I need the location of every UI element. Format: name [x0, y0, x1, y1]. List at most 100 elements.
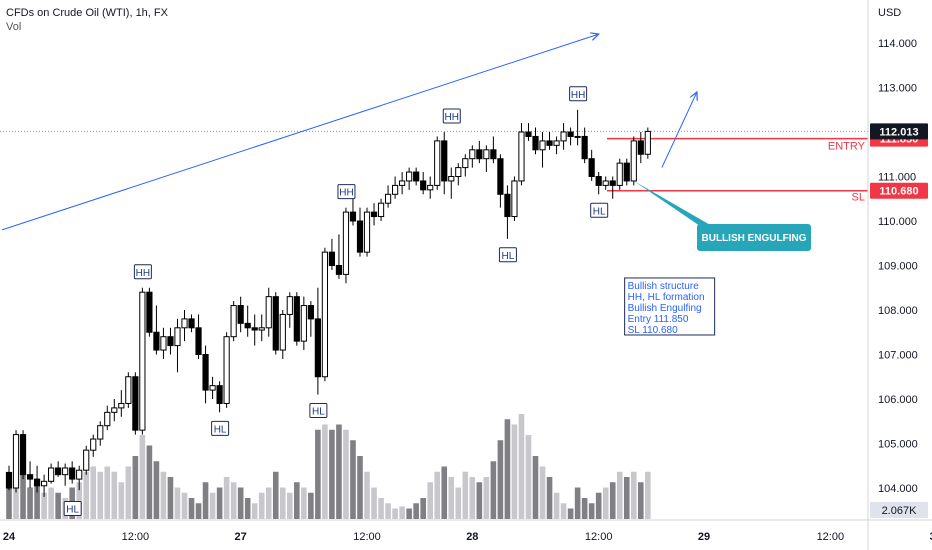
volume-bar	[546, 477, 553, 519]
y-tick-label: 108.000	[878, 305, 918, 317]
candle-body	[560, 131, 567, 142]
candle-body	[349, 211, 357, 222]
y-tick-label: 105.000	[878, 439, 918, 451]
candle-body	[321, 251, 328, 378]
candle-body	[41, 480, 48, 487]
candle-body	[146, 291, 153, 333]
volume-bar	[497, 440, 504, 519]
candle-body	[553, 140, 560, 146]
candle-body	[258, 327, 265, 331]
note-line: Entry 111.850	[628, 314, 689, 325]
candle-body	[441, 140, 448, 182]
candle-body	[370, 211, 378, 218]
y-tick-label: 106.000	[878, 394, 918, 406]
candle-body	[279, 313, 286, 351]
note-line: SL 110.680	[628, 325, 678, 336]
volume-bar	[455, 487, 462, 519]
volume-bar	[462, 471, 469, 519]
candle-body	[455, 167, 462, 178]
symbol-title: CFDs on Crude Oil (WTI), 1h, FX	[6, 7, 168, 19]
volume-bar	[83, 471, 90, 519]
volume-bar	[315, 429, 321, 519]
volume-bar	[48, 487, 54, 519]
volume-bar	[434, 471, 441, 519]
x-tick-label: 24	[3, 531, 16, 543]
last-price-tag	[870, 123, 928, 140]
candle-body	[469, 149, 476, 160]
candle-body	[104, 411, 111, 427]
candle-body	[462, 158, 469, 169]
candle-body	[195, 327, 202, 355]
volume-bar	[97, 471, 104, 519]
candle-body	[300, 305, 307, 342]
volume-bar	[483, 477, 490, 519]
volume-bar	[616, 471, 623, 519]
swing-label-box	[211, 420, 230, 436]
volume-bar	[406, 508, 412, 519]
candle-body	[532, 135, 539, 151]
candle-body	[539, 140, 546, 151]
projection-arrow	[661, 92, 697, 168]
candle-body	[434, 140, 441, 186]
candle-body	[609, 180, 616, 186]
volume-bar	[630, 471, 637, 519]
volume-bar	[287, 492, 293, 519]
swing-label-box	[498, 247, 517, 263]
candle-body	[237, 305, 244, 324]
volume-bar	[181, 492, 188, 519]
candle-body	[342, 211, 350, 275]
candle-body	[588, 158, 595, 177]
level-lines-layer: ENTRY SL	[0, 130, 868, 204]
swing-label: HL	[312, 407, 325, 418]
candle-body	[286, 296, 293, 315]
candle-body	[644, 130, 651, 155]
candle-body	[167, 336, 174, 347]
volume-bar	[104, 466, 111, 519]
swing-label: HL	[66, 504, 79, 515]
candle-body	[384, 193, 392, 204]
swing-label-box	[442, 108, 461, 124]
y-tick-label: 110.000	[878, 216, 917, 228]
candle-body	[48, 467, 55, 482]
candle-body	[392, 184, 399, 195]
volume-bar	[469, 477, 476, 519]
candle-body	[595, 176, 602, 186]
candle-body	[209, 385, 216, 391]
drawings-layer: HL HH HL HL HH HH HL HH HL BULLISH ENGULFING Bulli…	[1, 34, 811, 516]
volume-bar	[146, 445, 153, 519]
volume-bar	[518, 414, 525, 519]
candle-body	[90, 438, 97, 451]
candle-body	[483, 149, 490, 160]
candle-body	[216, 385, 223, 404]
candle-body	[490, 149, 497, 160]
candle-body	[55, 467, 62, 476]
volume-bar	[34, 482, 40, 519]
volume-bar	[308, 492, 314, 519]
candle-body	[518, 131, 525, 182]
swing-label-box	[569, 86, 588, 102]
candle-body	[602, 180, 609, 186]
candle-body	[335, 265, 343, 275]
candle-body	[265, 296, 272, 329]
volume-bar	[230, 482, 237, 519]
last-price-label: 112.013	[879, 126, 918, 138]
candle-body	[62, 467, 69, 476]
volume-bar	[251, 503, 258, 519]
note-line: Bullish structure	[628, 281, 700, 292]
volume-bar	[504, 419, 511, 519]
x-tick-label: 12:00	[817, 531, 845, 543]
volume-bar	[160, 471, 167, 519]
candle-body	[174, 327, 181, 347]
volume-bar	[90, 466, 97, 519]
note-box	[624, 277, 716, 336]
volume-bar	[609, 482, 616, 519]
swing-label: HL	[593, 206, 606, 217]
level-price-label: 110.680	[879, 186, 918, 198]
x-tick-label: 30	[930, 531, 932, 543]
y-tick-label: 107.000	[878, 350, 918, 362]
volume-bar	[167, 477, 174, 519]
y-tick-label: 109.000	[878, 261, 918, 273]
candle-body	[363, 211, 371, 253]
